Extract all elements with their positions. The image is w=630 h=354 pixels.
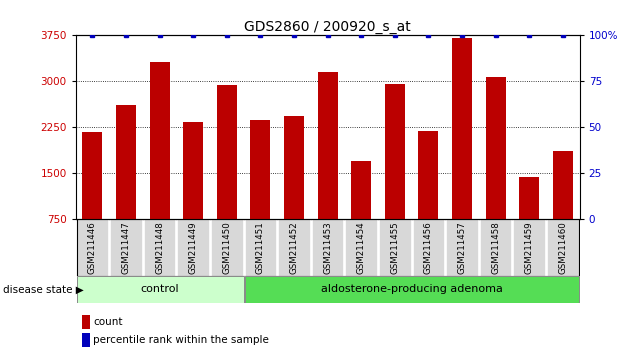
Bar	[110, 219, 142, 276]
Bar	[244, 219, 276, 276]
Bar	[513, 219, 545, 276]
Bar	[244, 276, 578, 303]
Bar	[351, 161, 371, 219]
Bar	[183, 122, 203, 219]
Bar	[446, 219, 478, 276]
Bar	[547, 219, 578, 276]
Bar	[149, 62, 169, 219]
Text: percentile rank within the sample: percentile rank within the sample	[93, 335, 269, 345]
Bar	[83, 132, 103, 219]
Bar	[116, 105, 136, 219]
Text: disease state ▶: disease state ▶	[3, 285, 84, 295]
Bar	[144, 219, 175, 276]
Title: GDS2860 / 200920_s_at: GDS2860 / 200920_s_at	[244, 21, 411, 34]
Bar	[385, 84, 405, 219]
Text: GSM211449: GSM211449	[189, 222, 198, 274]
Bar	[217, 85, 237, 219]
Text: GSM211458: GSM211458	[491, 221, 500, 274]
Bar	[379, 219, 411, 276]
Text: GSM211452: GSM211452	[290, 221, 299, 274]
Text: GSM211450: GSM211450	[222, 221, 231, 274]
Text: count: count	[93, 317, 123, 327]
Bar	[318, 72, 338, 219]
Bar	[413, 219, 444, 276]
Text: control: control	[140, 284, 180, 295]
Bar	[278, 219, 310, 276]
Bar	[250, 120, 270, 219]
Bar	[452, 39, 472, 219]
Bar	[312, 219, 343, 276]
Bar	[211, 219, 243, 276]
Text: GSM211455: GSM211455	[391, 221, 399, 274]
Text: aldosterone-producing adenoma: aldosterone-producing adenoma	[321, 284, 503, 295]
Text: GSM211451: GSM211451	[256, 221, 265, 274]
Text: GSM211460: GSM211460	[558, 221, 567, 274]
Bar	[178, 219, 209, 276]
Text: GSM211453: GSM211453	[323, 221, 332, 274]
Bar	[486, 76, 506, 219]
Text: GSM211447: GSM211447	[122, 221, 130, 274]
Text: GSM211448: GSM211448	[155, 221, 164, 274]
Bar	[77, 276, 244, 303]
Text: GSM211446: GSM211446	[88, 221, 97, 274]
Bar	[519, 177, 539, 219]
Text: GSM211456: GSM211456	[424, 221, 433, 274]
Bar	[77, 219, 108, 276]
Bar	[284, 116, 304, 219]
Bar	[480, 219, 512, 276]
Bar	[553, 151, 573, 219]
Bar	[345, 219, 377, 276]
Text: GSM211454: GSM211454	[357, 221, 365, 274]
Text: GSM211459: GSM211459	[525, 222, 534, 274]
Bar	[418, 131, 438, 219]
Text: GSM211457: GSM211457	[457, 221, 466, 274]
